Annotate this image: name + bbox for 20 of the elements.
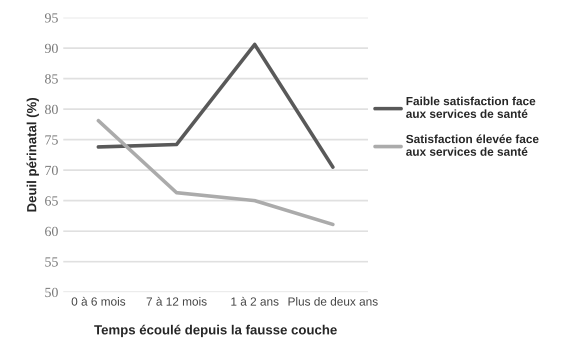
y-tick-label: 70 (45, 166, 58, 176)
line-series (96, 42, 335, 169)
x-tick-label: Plus de deux ans (288, 297, 378, 306)
y-tick-label: 50 (45, 288, 58, 298)
x-tick-label: 1 à 2 ans (231, 296, 279, 306)
y-tick-label: 75 (45, 135, 58, 145)
x-tick-label: 7 à 12 mois (146, 296, 207, 306)
line-series (96, 118, 335, 226)
y-tick-label: 60 (45, 226, 58, 236)
legend-label: Faible satisfaction face aux services de santé (406, 96, 536, 118)
y-tick-label: 95 (44, 13, 58, 23)
y-tick-label: 65 (45, 196, 58, 206)
y-tick-label: 55 (45, 257, 58, 267)
y-axis-title: Deuil périnatal (%) (26, 98, 39, 212)
y-tick-label: 85 (45, 74, 58, 84)
legend-label: Satisfaction élevée face aux services de santé (406, 134, 539, 156)
y-tick-label: 80 (45, 104, 58, 114)
x-axis-title: Temps écoulé depuis la fausse couche (94, 324, 337, 338)
y-tick-label: 90 (44, 44, 58, 54)
x-tick-label: 0 à 6 mois (72, 296, 126, 306)
